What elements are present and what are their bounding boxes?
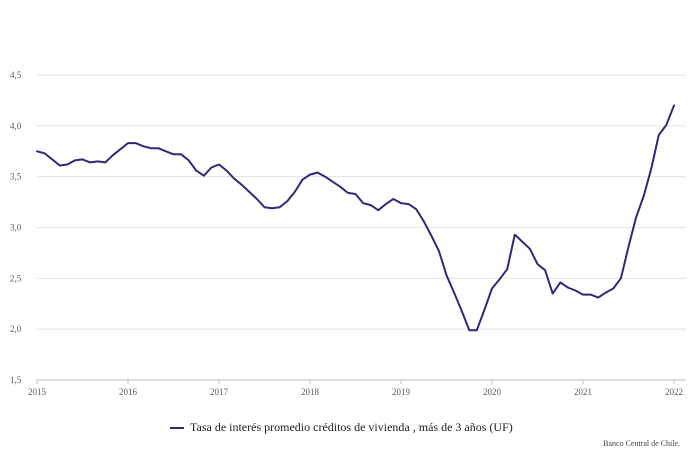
x-axis-ticks: 2015 2016 2017 2018 2019 2020 2021 2022 — [28, 380, 683, 397]
x-tick-label: 2015 — [28, 387, 47, 397]
x-tick-label: 2019 — [392, 387, 411, 397]
line-chart: 1,52,02,53,03,54,04,5 2015 2016 2017 2018 20… — [10, 70, 686, 397]
legend-label: Tasa de interés promedio créditos de viv… — [190, 420, 513, 434]
y-tick-label: 2,5 — [10, 273, 22, 283]
x-tick-label: 2020 — [483, 387, 502, 397]
source-note: Banco Central de Chile. — [603, 439, 680, 448]
y-tick-label: 2,0 — [10, 324, 22, 334]
series-line — [36, 104, 675, 332]
y-tick-label: 1,5 — [10, 375, 22, 385]
x-tick-label: 2018 — [301, 387, 320, 397]
y-tick-label: 3,0 — [10, 223, 22, 233]
legend: Tasa de interés promedio créditos de viv… — [170, 420, 513, 435]
y-tick-label: 4,5 — [10, 70, 22, 80]
x-tick-label: 2022 — [665, 387, 683, 397]
y-axis-ticks: 1,5 2,0 2,5 3,0 3,5 4,0 4,5 — [10, 70, 22, 385]
y-tick-label: 4,0 — [10, 121, 22, 131]
y-tick-label: 3,5 — [10, 172, 22, 182]
x-tick-label: 2021 — [574, 387, 592, 397]
x-tick-label: 2017 — [210, 387, 229, 397]
legend-swatch — [170, 426, 184, 429]
gridlines — [37, 74, 686, 381]
x-tick-label: 2016 — [119, 387, 138, 397]
